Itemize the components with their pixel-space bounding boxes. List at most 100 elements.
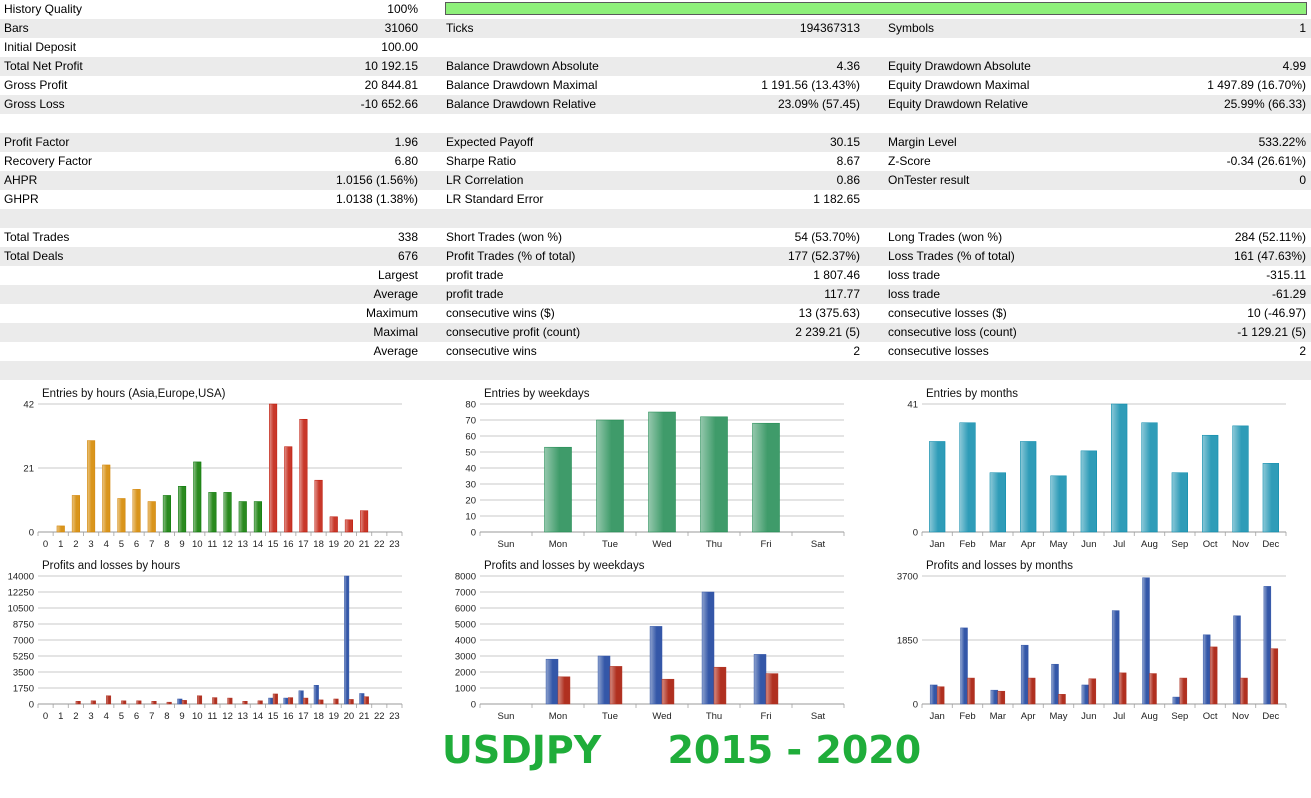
stat-label: Total Net Profit xyxy=(4,59,83,73)
y-tick-label: 7000 xyxy=(13,636,34,647)
bar xyxy=(329,516,338,533)
x-tick-label: Mar xyxy=(990,711,1006,722)
y-tick-label: 0 xyxy=(471,700,476,711)
row-initial-deposit: Initial Deposit 100.00 xyxy=(0,38,1311,57)
x-tick-label: 1 xyxy=(58,539,63,550)
row-maximal: Maximal consecutive profit (count) 2 239.2… xyxy=(0,323,1311,342)
stat-label: Initial Deposit xyxy=(4,40,77,54)
x-tick-label: Sun xyxy=(498,711,515,722)
stat-label: Profit Trades (% of total) xyxy=(446,249,576,263)
x-tick-label: 6 xyxy=(134,711,139,722)
bar xyxy=(1020,441,1037,533)
bar xyxy=(102,464,111,533)
profit-bar xyxy=(597,655,611,705)
chart-title: Profits and losses by months xyxy=(926,560,1073,572)
charts-area: Entries by hours (Asia,Europe,USA) 0 21 42 0… xyxy=(0,382,1311,722)
x-tick-label: 19 xyxy=(328,711,339,722)
loss-bar xyxy=(181,700,187,705)
stat-value: 1.0138 (1.38%) xyxy=(335,192,418,206)
stat-label: Balance Drawdown Maximal xyxy=(446,78,598,92)
x-tick-label: Tue xyxy=(602,711,618,722)
x-tick-label: 14 xyxy=(253,711,264,722)
stat-label: Bars xyxy=(4,21,29,35)
row-ahpr: AHPR 1.0156 (1.56%) LR Correlation 0.86 OnTe… xyxy=(0,171,1311,190)
row-maximum: Maximum consecutive wins ($) 13 (375.63) co… xyxy=(0,304,1311,323)
stat-label: Total Trades xyxy=(4,230,70,244)
stat-value: 100.00 xyxy=(381,40,418,54)
loss-bar xyxy=(106,695,112,705)
stat-label: Ticks xyxy=(446,21,474,35)
x-tick-label: 4 xyxy=(104,539,109,550)
stat-label: loss trade xyxy=(888,268,941,282)
loss-bar xyxy=(1027,677,1036,705)
x-tick-label: 20 xyxy=(344,539,355,550)
profit-bar xyxy=(359,693,365,705)
x-tick-label: 15 xyxy=(268,711,279,722)
x-tick-label: 3 xyxy=(88,539,93,550)
profit-bar xyxy=(1081,684,1090,705)
y-tick-label: 10 xyxy=(465,512,476,523)
chart-entries-by-weekdays: Entries by weekdays 0 10 20 30 40 50 60 70 80 Sun M… xyxy=(442,382,862,550)
x-tick-label: 14 xyxy=(253,539,264,550)
x-tick-label: 11 xyxy=(207,539,217,550)
x-tick-label: Sep xyxy=(1171,539,1188,550)
x-tick-label: 10 xyxy=(192,539,203,550)
loss-bar xyxy=(363,696,369,705)
loss-bar xyxy=(967,677,975,705)
loss-bar xyxy=(1179,677,1188,705)
bar xyxy=(117,498,126,533)
stat-value: -315.11 xyxy=(1266,268,1306,282)
bar xyxy=(269,403,278,533)
loss-bar xyxy=(288,697,294,705)
x-tick-label: 9 xyxy=(179,711,184,722)
y-tick-label: 1000 xyxy=(455,684,476,695)
bar xyxy=(700,416,728,533)
loss-bar xyxy=(765,673,779,705)
stat-value: 533.22% xyxy=(1258,135,1306,149)
x-tick-label: 15 xyxy=(268,539,279,550)
stat-label: consecutive wins ($) xyxy=(446,306,555,320)
x-tick-label: 12 xyxy=(222,711,233,722)
x-tick-label: Nov xyxy=(1232,711,1249,722)
x-tick-label: Feb xyxy=(959,539,975,550)
x-tick-label: Fri xyxy=(760,711,771,722)
chart-title: Entries by weekdays xyxy=(484,388,590,400)
chart-svg: Profits and losses by weekdays 0 1000 2000 3… xyxy=(455,560,845,722)
profit-bar xyxy=(1051,663,1059,705)
x-tick-label: Thu xyxy=(706,711,722,722)
x-tick-label: May xyxy=(1050,711,1068,722)
profit-bar xyxy=(990,689,999,705)
stat-prefix: Maximum xyxy=(365,306,418,320)
stat-prefix: Average xyxy=(373,287,418,301)
y-tick-label: 14000 xyxy=(8,572,34,583)
stat-label: Expected Payoff xyxy=(446,135,534,149)
x-tick-label: 18 xyxy=(313,711,324,722)
stat-value: -10 652.66 xyxy=(360,97,418,111)
row-total-trades: Total Trades 338 Short Trades (won %) 54 (5… xyxy=(0,228,1311,247)
bar xyxy=(989,472,1006,533)
y-tick-label: 0 xyxy=(913,700,918,711)
loss-bar xyxy=(348,699,354,705)
history-quality-label: History Quality xyxy=(4,2,83,16)
stat-value: 0.86 xyxy=(836,173,860,187)
x-tick-label: Sun xyxy=(498,539,515,550)
y-tick-label: 30 xyxy=(465,480,476,491)
x-tick-label: Dec xyxy=(1262,539,1279,550)
loss-bar xyxy=(151,701,157,705)
x-tick-label: Feb xyxy=(959,711,975,722)
x-tick-label: 2 xyxy=(73,539,78,550)
row-average-consecutive: Average consecutive wins 2 consecutive loss… xyxy=(0,342,1311,361)
y-tick-label: 8750 xyxy=(13,620,34,631)
x-tick-label: 6 xyxy=(134,539,139,550)
bar xyxy=(299,418,308,533)
stat-label: Total Deals xyxy=(4,249,64,263)
profit-bar xyxy=(298,690,304,705)
stat-value: 1 xyxy=(1299,21,1306,35)
row-spacer xyxy=(0,209,1311,228)
bar xyxy=(87,440,96,533)
bar xyxy=(344,519,353,533)
loss-bar xyxy=(90,700,96,705)
x-tick-label: 9 xyxy=(179,539,184,550)
history-quality-value: 100% xyxy=(387,2,418,16)
bar xyxy=(162,495,171,533)
